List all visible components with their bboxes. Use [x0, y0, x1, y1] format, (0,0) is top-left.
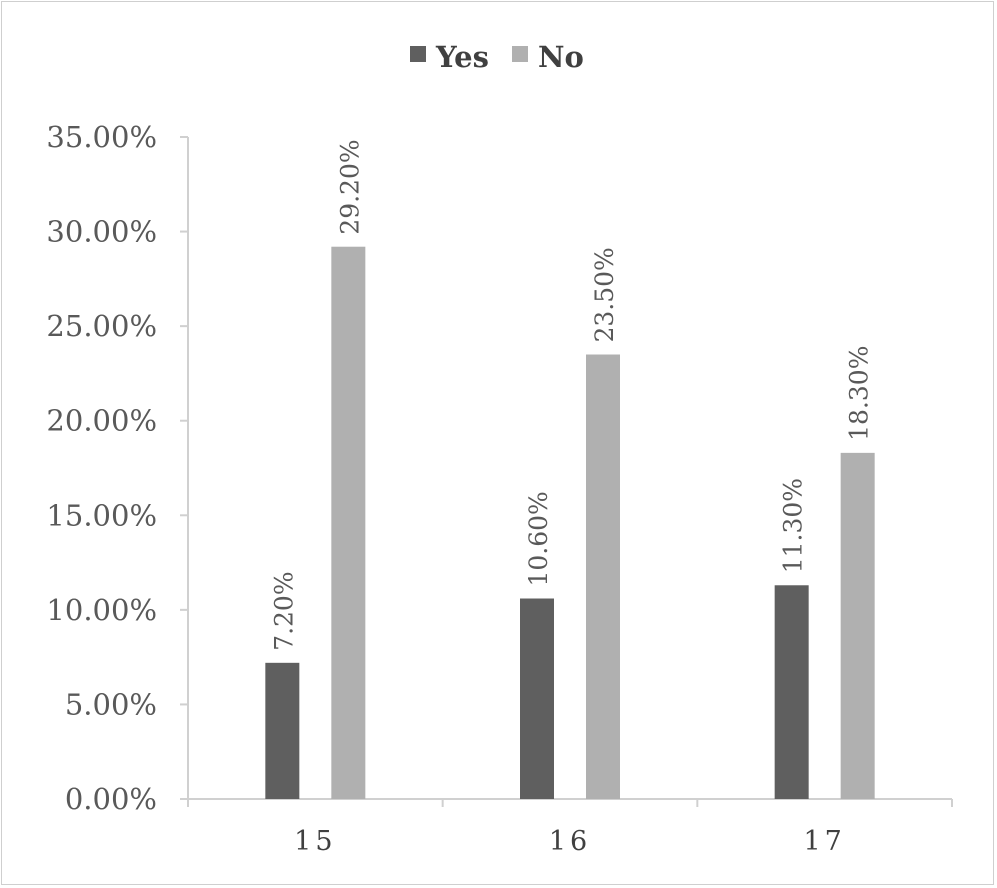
legend-label-no: No: [538, 40, 584, 74]
data-label: 29.20%: [335, 139, 364, 234]
data-label: 10.60%: [524, 491, 553, 586]
y-tick-label: 20.00%: [46, 404, 157, 438]
data-label: 11.30%: [779, 478, 808, 573]
x-category-label: 16: [549, 826, 591, 857]
y-tick-label: 30.00%: [46, 215, 157, 249]
legend-swatch-yes: [410, 46, 426, 62]
bar-no-15: [331, 246, 366, 799]
bar-yes-16: [520, 598, 554, 799]
data-label: 18.30%: [845, 346, 874, 441]
x-category-label: 15: [294, 826, 336, 857]
y-tick-label: 25.00%: [46, 309, 157, 343]
data-label: 23.50%: [590, 247, 619, 342]
bar-no-17: [840, 452, 875, 799]
y-tick-label: 35.00%: [46, 120, 157, 154]
data-label: 7.20%: [269, 571, 298, 650]
y-tick-label: 0.00%: [65, 782, 157, 816]
y-tick-label: 10.00%: [46, 593, 157, 627]
bar-yes-17: [774, 585, 809, 799]
bar-no-16: [586, 354, 620, 799]
legend-swatch-no: [512, 46, 528, 62]
x-category-label: 17: [803, 826, 845, 857]
y-tick-label: 5.00%: [65, 687, 157, 721]
y-tick-label: 15.00%: [46, 498, 157, 532]
legend-label-yes: Yes: [435, 40, 489, 74]
bar-yes-15: [265, 662, 300, 799]
